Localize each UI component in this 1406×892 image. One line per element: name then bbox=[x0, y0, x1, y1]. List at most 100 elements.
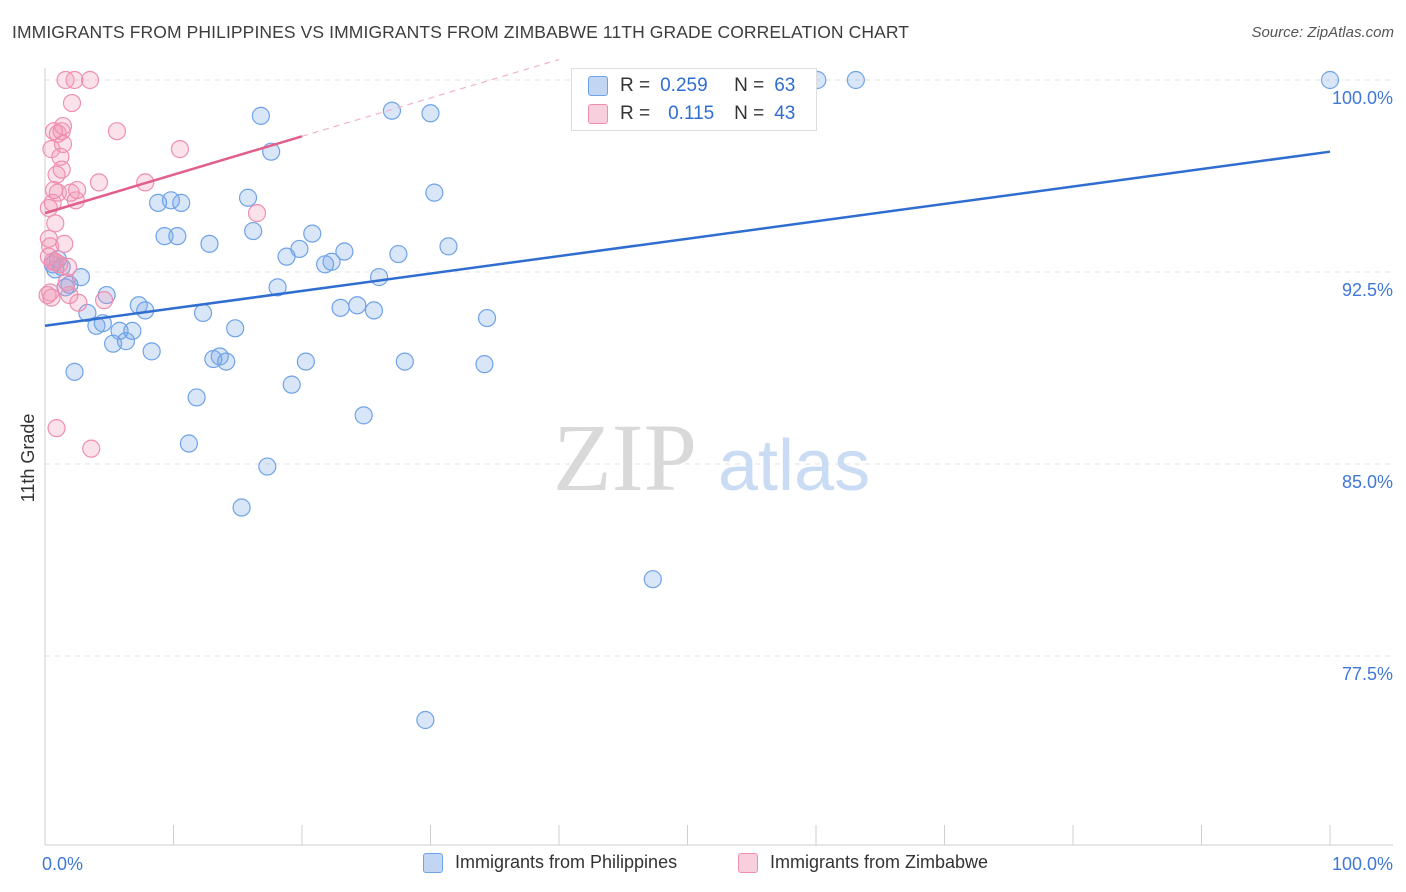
point-philippines bbox=[303, 224, 322, 243]
watermark-atlas: atlas bbox=[718, 426, 870, 506]
point-zimbabwe bbox=[44, 180, 64, 200]
point-philippines bbox=[475, 355, 494, 374]
point-philippines bbox=[78, 303, 97, 323]
point-philippines bbox=[354, 406, 373, 425]
legend-bottom: Immigrants from Philippines Immigrants f… bbox=[0, 852, 1406, 878]
point-zimbabwe bbox=[47, 419, 66, 438]
point-philippines bbox=[238, 188, 258, 207]
r-label: R = bbox=[620, 103, 651, 124]
n-label: N = bbox=[734, 103, 765, 124]
stats-row-zimbabwe: R = 0.115 N = 43 bbox=[588, 101, 795, 127]
point-philippines bbox=[142, 342, 161, 361]
point-zimbabwe bbox=[55, 234, 74, 253]
point-philippines bbox=[290, 239, 309, 259]
grid-lines bbox=[45, 79, 1393, 657]
point-philippines bbox=[643, 570, 662, 589]
point-philippines bbox=[477, 308, 497, 328]
point-philippines bbox=[382, 101, 402, 120]
n-value: 63 bbox=[774, 75, 796, 96]
stats-row-philippines: R = 0.259 N = 63 bbox=[588, 73, 795, 99]
y-tick-label: 77.5% bbox=[1342, 664, 1393, 684]
point-philippines bbox=[335, 242, 354, 261]
point-philippines bbox=[331, 298, 350, 317]
r-value: 0.259 bbox=[660, 75, 708, 96]
point-zimbabwe bbox=[46, 214, 65, 233]
point-philippines bbox=[296, 352, 315, 371]
point-philippines bbox=[421, 104, 440, 123]
point-philippines bbox=[370, 268, 389, 287]
point-philippines bbox=[110, 321, 129, 340]
source-label: Source: ZipAtlas.com bbox=[1251, 24, 1394, 41]
point-zimbabwe bbox=[82, 439, 101, 458]
point-philippines bbox=[187, 388, 206, 407]
axes bbox=[44, 68, 1393, 846]
point-philippines bbox=[71, 268, 91, 287]
philippines-swatch bbox=[588, 76, 608, 96]
point-philippines bbox=[244, 221, 263, 241]
y-tick-label: 92.5% bbox=[1342, 280, 1393, 300]
zimbabwe-swatch bbox=[588, 104, 608, 124]
point-philippines bbox=[123, 321, 142, 340]
point-philippines bbox=[322, 252, 341, 271]
point-zimbabwe bbox=[80, 70, 100, 90]
point-philippines bbox=[416, 710, 435, 730]
point-zimbabwe bbox=[59, 257, 78, 276]
point-philippines bbox=[439, 237, 458, 256]
n-label: N = bbox=[734, 75, 765, 96]
x-tick-label: 0.0% bbox=[42, 854, 83, 874]
point-philippines bbox=[268, 278, 287, 297]
point-philippines bbox=[258, 457, 277, 476]
axis-labels: 100.0% 92.5% 85.0% 77.5% 0.0% 100.0% 11th Grad… bbox=[18, 88, 1393, 874]
legend-label-philippines: Immigrants from Philippines bbox=[455, 852, 678, 872]
point-philippines bbox=[65, 362, 84, 381]
y-axis-title: 11th Grade bbox=[18, 414, 38, 503]
point-philippines bbox=[282, 375, 301, 394]
y-tick-label: 100.0% bbox=[1332, 88, 1393, 108]
trend-line-philippines bbox=[44, 150, 1331, 327]
point-philippines bbox=[251, 106, 270, 125]
point-zimbabwe bbox=[53, 134, 73, 154]
point-philippines bbox=[226, 319, 245, 338]
point-zimbabwe bbox=[69, 293, 88, 312]
point-zimbabwe bbox=[89, 173, 109, 192]
legend-label-zimbabwe: Immigrants from Zimbabwe bbox=[770, 852, 989, 872]
point-philippines bbox=[232, 498, 251, 517]
point-philippines bbox=[348, 296, 367, 315]
r-label: R = bbox=[620, 75, 651, 96]
point-philippines bbox=[1320, 70, 1340, 90]
legend-swatch-zimbabwe bbox=[738, 852, 758, 873]
point-zimbabwe bbox=[41, 283, 60, 302]
stats-legend: R = 0.259 N = 63 R = 0.115 N = 43 bbox=[571, 68, 817, 131]
legend-item-philippines[interactable]: Immigrants from Philippines bbox=[423, 852, 677, 873]
legend-item-zimbabwe[interactable]: Immigrants from Zimbabwe bbox=[738, 852, 988, 873]
trend-lines bbox=[44, 58, 1331, 327]
data-points bbox=[38, 70, 1340, 730]
point-philippines bbox=[193, 303, 213, 323]
point-zimbabwe bbox=[65, 70, 84, 90]
chart-title: IMMIGRANTS FROM PHILIPPINES VS IMMIGRANT… bbox=[12, 22, 910, 42]
point-zimbabwe bbox=[107, 122, 127, 141]
point-philippines bbox=[155, 227, 174, 246]
point-zimbabwe bbox=[53, 116, 73, 136]
point-philippines bbox=[168, 227, 187, 246]
point-zimbabwe bbox=[52, 160, 71, 179]
point-philippines bbox=[179, 434, 199, 453]
point-philippines bbox=[97, 285, 116, 305]
point-philippines bbox=[425, 183, 444, 202]
point-zimbabwe bbox=[247, 204, 267, 223]
point-zimbabwe bbox=[170, 140, 190, 159]
point-philippines bbox=[389, 244, 408, 264]
trend-line-zimbabwe-extension bbox=[301, 58, 560, 137]
watermark-zip: ZIP bbox=[553, 404, 697, 511]
point-philippines bbox=[846, 70, 865, 90]
point-zimbabwe bbox=[68, 180, 87, 200]
point-philippines bbox=[172, 193, 191, 212]
point-philippines bbox=[364, 301, 384, 320]
point-philippines bbox=[200, 234, 219, 253]
x-tick-label: 100.0% bbox=[1332, 854, 1393, 874]
point-zimbabwe bbox=[62, 93, 82, 113]
watermark: ZIP atlas bbox=[553, 404, 870, 511]
point-zimbabwe bbox=[39, 247, 58, 266]
point-philippines bbox=[395, 352, 414, 371]
